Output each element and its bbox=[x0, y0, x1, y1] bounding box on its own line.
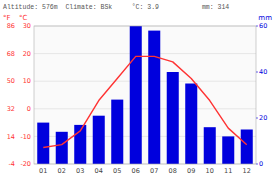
x-tick-label: 06 bbox=[132, 167, 140, 175]
y-axis: -20 -10 0 10 20 30 bbox=[20, 22, 31, 168]
x-tick-label: 08 bbox=[169, 167, 177, 175]
grid-line bbox=[34, 108, 256, 109]
x-tick-label: 05 bbox=[113, 167, 121, 175]
line bbox=[43, 56, 247, 147]
title: Altitude: 576m Climate: BSk °C: 3.9 mm: … bbox=[3, 3, 229, 11]
y3-tick-label: 50 bbox=[7, 77, 15, 85]
x-tick-label: 04 bbox=[95, 167, 103, 175]
bar bbox=[222, 136, 234, 164]
bar bbox=[148, 31, 160, 164]
y-tick-label: -20 bbox=[20, 160, 31, 168]
y3-tick-label: 86 bbox=[7, 22, 15, 30]
plot-background bbox=[34, 26, 256, 164]
grid-line bbox=[34, 81, 256, 82]
y-tick-label: 0 bbox=[27, 105, 31, 113]
bar bbox=[93, 116, 105, 164]
y2-axis: 0 20 40 60 bbox=[256, 22, 267, 168]
y-axis-label: °C bbox=[19, 14, 28, 22]
y2-tick-label: 60 bbox=[259, 22, 267, 30]
marks bbox=[37, 26, 253, 164]
grid-line bbox=[34, 53, 256, 54]
bar bbox=[130, 26, 142, 164]
y2-tick bbox=[256, 164, 258, 165]
x-tick-label: 03 bbox=[76, 167, 84, 175]
y2-tick-label: 0 bbox=[259, 160, 263, 168]
y-tick-label: 30 bbox=[23, 22, 31, 30]
y2-tick bbox=[256, 26, 258, 27]
bar bbox=[37, 123, 49, 164]
y3-tick-label: -4 bbox=[9, 160, 15, 168]
grid bbox=[34, 26, 256, 164]
y-tick-label: 20 bbox=[23, 50, 31, 58]
x-axis: 01 02 03 04 05 06 07 08 09 10 11 12 bbox=[39, 167, 251, 175]
x-tick-label: 11 bbox=[224, 167, 232, 175]
y2-axis-label: mm bbox=[258, 14, 272, 22]
x-tick-label: 01 bbox=[39, 167, 47, 175]
y2-tick bbox=[256, 72, 258, 73]
x-tick-label: 10 bbox=[206, 167, 214, 175]
bar bbox=[111, 100, 123, 164]
x-tick-label: 09 bbox=[187, 167, 195, 175]
y-tick-label: 10 bbox=[23, 77, 31, 85]
x-tick-label: 12 bbox=[243, 167, 251, 175]
y2-tick bbox=[256, 118, 258, 119]
x-tick-label: 07 bbox=[150, 167, 158, 175]
plot-frame bbox=[34, 26, 256, 164]
y3-tick-label: 14 bbox=[7, 133, 15, 141]
y3-tick-label: 68 bbox=[7, 50, 15, 58]
y3-axis-label: °F bbox=[3, 14, 11, 22]
x-tick-label: 02 bbox=[58, 167, 66, 175]
y-tick-label: -10 bbox=[20, 133, 31, 141]
bar bbox=[56, 132, 68, 164]
bar bbox=[241, 130, 253, 165]
bar bbox=[167, 72, 179, 164]
bar bbox=[204, 127, 216, 164]
chart-container: -20 -10 0 10 20 30 -4 14 32 50 68 86 0 20 40 60 01 02 03 04… bbox=[0, 0, 275, 183]
bar bbox=[185, 84, 197, 165]
y2-tick-label: 40 bbox=[259, 68, 267, 76]
y3-axis: -4 14 32 50 68 86 bbox=[7, 22, 15, 168]
y3-tick-label: 32 bbox=[7, 105, 15, 113]
chart: -20 -10 0 10 20 30 -4 14 32 50 68 86 0 20 40 60 01 02 03 04… bbox=[0, 0, 275, 183]
y2-tick-label: 20 bbox=[259, 114, 267, 122]
